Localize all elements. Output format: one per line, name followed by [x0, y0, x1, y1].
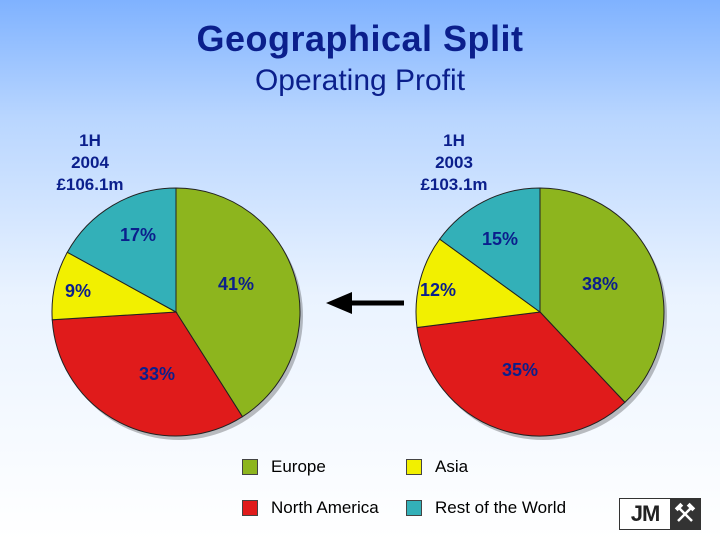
jm-logo: JM [619, 498, 701, 530]
legend-swatch [406, 459, 422, 475]
legend-swatch [406, 500, 422, 516]
legend-label: Europe [271, 457, 326, 476]
pie-slice-north-america [51, 311, 244, 437]
left-arrow-icon [326, 292, 404, 314]
period-label-2004: 1H 2004 £106.1m [40, 130, 140, 196]
slice-label-asia: 12% [420, 280, 456, 300]
pie-slice-north-america [416, 311, 626, 437]
period-year: 2003 [435, 153, 473, 172]
pie-slice-asia [415, 238, 542, 329]
pie-slice-europe [539, 187, 665, 404]
period-half: 1H [443, 131, 465, 150]
legend-swatch [242, 459, 258, 475]
logo-text: JM [630, 501, 661, 526]
legend-item-europe: Europe [242, 457, 326, 477]
slice-label-rest-of-world: 17% [120, 225, 156, 245]
pie-slice-europe [175, 187, 301, 418]
chart-title: Geographical Split [196, 18, 524, 59]
period-label-2003: 1H 2003 £103.1m [404, 130, 504, 196]
period-total: £106.1m [56, 175, 124, 194]
chart-subtitle: Operating Profit [254, 64, 466, 97]
legend-label: Asia [435, 457, 469, 476]
pie-chart-2003: 38% 35% 12% 15% [415, 187, 667, 440]
slice-label-asia: 9% [65, 281, 91, 301]
pie-slice-rest-of-world [66, 187, 177, 313]
slice-label-europe: 41% [218, 274, 254, 294]
pie-chart-2004: 41% 33% 9% 17% [51, 187, 303, 440]
legend-item-asia: Asia [406, 457, 468, 477]
period-half: 1H [79, 131, 101, 150]
legend-swatch [242, 500, 258, 516]
legend-label: North America [271, 498, 379, 517]
legend-item-north-america: North America [242, 498, 379, 518]
slice-label-north-america: 35% [502, 360, 538, 380]
period-total: £103.1m [420, 175, 488, 194]
slice-label-europe: 38% [582, 274, 618, 294]
period-year: 2004 [71, 153, 109, 172]
pie-slice-rest-of-world [438, 187, 541, 313]
legend-item-rest-of-world: Rest of the World [406, 498, 566, 518]
legend-label: Rest of the World [435, 498, 567, 517]
slice-label-north-america: 33% [139, 364, 175, 384]
crossed-hammers-icon [670, 499, 700, 529]
slice-label-rest-of-world: 15% [482, 229, 518, 249]
